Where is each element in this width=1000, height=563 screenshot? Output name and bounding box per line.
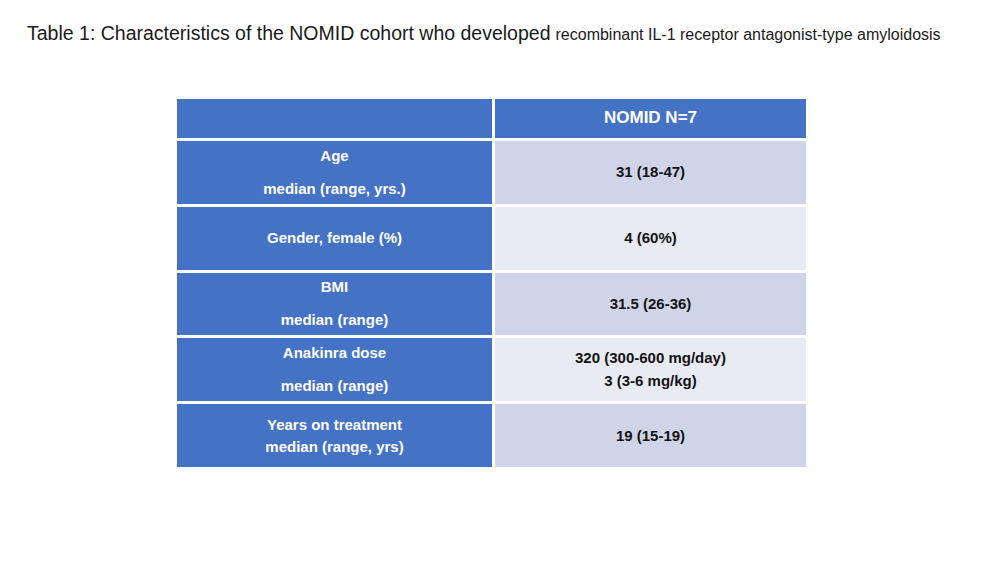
characteristics-table: NOMID N=7 Age median (range, yrs.) 31 (1…	[177, 99, 806, 467]
row-label-line: median (range)	[281, 377, 389, 395]
row-value-age: 31 (18-47)	[495, 141, 806, 204]
row-label-years-on-treatment: Years on treatment median (range, yrs)	[177, 404, 492, 467]
row-label-line: median (range, yrs)	[265, 438, 403, 456]
row-value-line: 31.5 (26-36)	[610, 295, 692, 313]
row-label-line: median (range, yrs.)	[263, 180, 406, 198]
row-value-line: 19 (15-19)	[616, 427, 685, 445]
table-caption-sub: recombinant IL-1 receptor antagonist-typ…	[556, 26, 941, 43]
header-cell-empty	[177, 99, 492, 138]
row-value-gender: 4 (60%)	[495, 207, 806, 270]
row-value-years-on-treatment: 19 (15-19)	[495, 404, 806, 467]
header-label: NOMID N=7	[604, 108, 697, 128]
row-value-line: 320 (300-600 mg/day)	[575, 349, 726, 367]
row-label-gender: Gender, female (%)	[177, 207, 492, 270]
row-value-line: 3 (3-6 mg/kg)	[604, 372, 697, 390]
row-label-line: Gender, female (%)	[267, 229, 402, 247]
row-label-line: median (range)	[281, 311, 389, 329]
row-value-line: 4 (60%)	[624, 229, 677, 247]
row-label-age: Age median (range, yrs.)	[177, 141, 492, 204]
row-value-bmi: 31.5 (26-36)	[495, 273, 806, 336]
row-value-line: 31 (18-47)	[616, 163, 685, 181]
table-caption-main: Table 1: Characteristics of the NOMID co…	[27, 22, 551, 44]
header-cell-nomid: NOMID N=7	[495, 99, 806, 138]
row-label-line: Age	[320, 147, 348, 165]
row-label-line: Anakinra dose	[283, 344, 386, 362]
row-label-anakinra-dose: Anakinra dose median (range)	[177, 338, 492, 401]
row-label-line: BMI	[321, 278, 349, 296]
row-label-line: Years on treatment	[267, 416, 402, 434]
row-label-bmi: BMI median (range)	[177, 273, 492, 336]
table-caption: Table 1: Characteristics of the NOMID co…	[27, 22, 977, 45]
row-value-anakinra-dose: 320 (300-600 mg/day) 3 (3-6 mg/kg)	[495, 338, 806, 401]
